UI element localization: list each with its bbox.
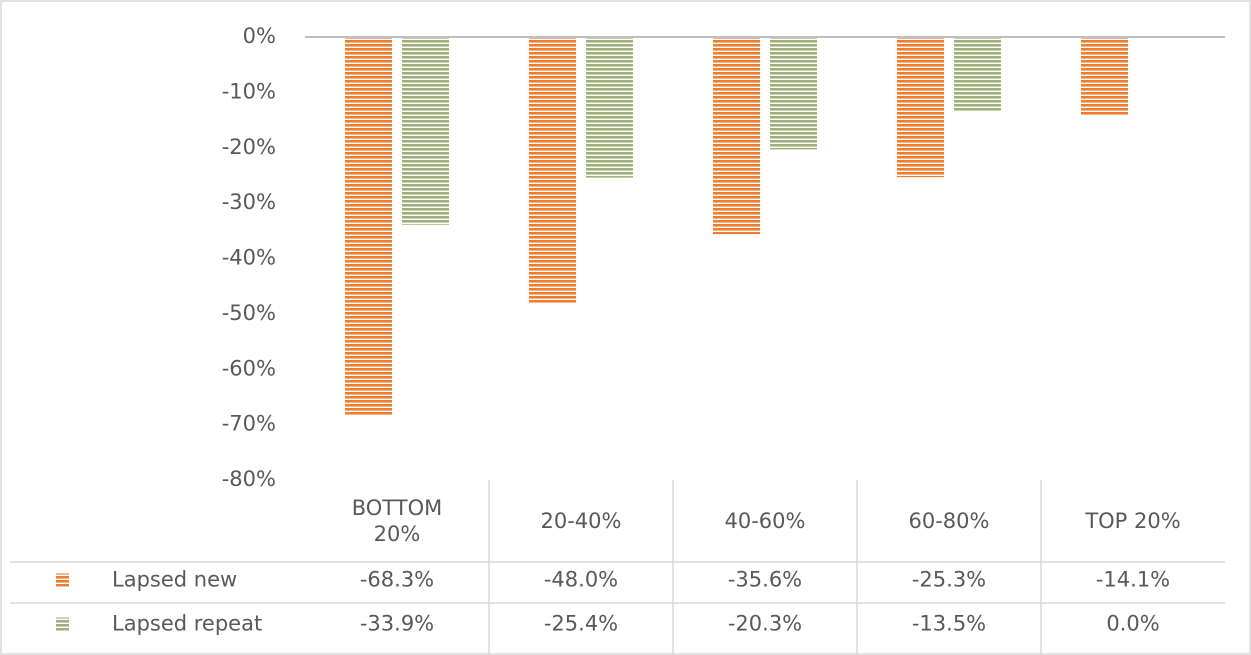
data-label: -25.4% (544, 612, 618, 636)
bar (402, 37, 449, 225)
x-tick-label-box: TOP 20% (1085, 509, 1181, 533)
y-tick-label: 0% (243, 24, 276, 48)
data-label: -48.0% (544, 568, 618, 592)
x-tick-label: TOP 20% (1085, 509, 1181, 533)
data-label: -13.5% (912, 612, 986, 636)
y-tick-label: -20% (222, 135, 276, 159)
bar (897, 37, 944, 178)
x-tick-label: BOTTOM 20% (351, 496, 443, 546)
x-tick-label: 20-40% (540, 509, 622, 533)
data-label: 0.0% (1106, 612, 1159, 636)
x-tick-label-box: 20-40% (540, 509, 622, 533)
legend-label: Lapsed repeat (112, 612, 262, 636)
legend-key (56, 617, 69, 631)
y-tick-label: -30% (222, 190, 276, 214)
y-tick-label: -60% (222, 356, 276, 380)
y-tick-label: -80% (222, 467, 276, 491)
bar (529, 37, 576, 303)
data-label: -14.1% (1096, 568, 1170, 592)
bar (1081, 37, 1128, 116)
bar (586, 37, 633, 178)
y-tick-label: -50% (222, 301, 276, 325)
bar (770, 37, 817, 150)
x-tick-label-box: 60-80% (908, 509, 990, 533)
data-label: -25.3% (912, 568, 986, 592)
bar (345, 37, 392, 416)
data-label: -20.3% (728, 612, 802, 636)
x-tick-label: 40-60% (724, 509, 806, 533)
bar (713, 37, 760, 235)
bar (954, 37, 1001, 112)
x-tick-label-box: BOTTOM 20% (351, 496, 443, 546)
x-tick-label: 60-80% (908, 509, 990, 533)
legend-label: Lapsed new (112, 568, 237, 592)
y-tick-label: -40% (222, 246, 276, 270)
data-label: -35.6% (728, 568, 802, 592)
x-tick-label-box: 40-60% (724, 509, 806, 533)
data-label: -68.3% (360, 568, 434, 592)
data-label: -33.9% (360, 612, 434, 636)
legend-key (56, 573, 69, 587)
y-tick-label: -10% (222, 79, 276, 103)
y-tick-label: -70% (222, 412, 276, 436)
